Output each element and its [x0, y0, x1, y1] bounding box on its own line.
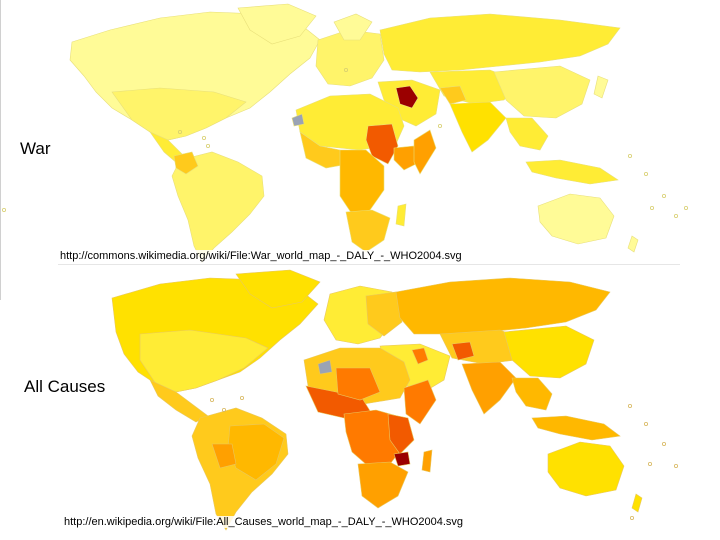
- all-iraq: [411, 347, 429, 365]
- left-edge-divider: [0, 0, 1, 300]
- all-zimbabwe: [393, 451, 411, 467]
- war-island-markers: [2, 68, 689, 218]
- war-landmasses: [69, 3, 639, 263]
- all-bolivia: [211, 443, 237, 469]
- all-western-sahara-no-data: [317, 359, 333, 375]
- war-new-zealand: [627, 235, 639, 253]
- war-usa: [111, 87, 247, 141]
- all-causes-map-panel: All Causes http://en.wikipedia.org/wiki/…: [0, 268, 720, 540]
- all-southern-africa: [357, 461, 409, 509]
- all-india: [461, 361, 517, 415]
- all-madagascar: [421, 449, 433, 473]
- war-greenland: [237, 3, 317, 45]
- all-australia: [547, 441, 625, 497]
- all-causes-map-label: All Causes: [22, 376, 108, 398]
- all-sahel: [335, 367, 381, 401]
- all-southeast-asia: [511, 377, 553, 411]
- war-map-panel: War http://commons.wikimedia.org/wiki/Fi…: [0, 0, 720, 300]
- all-afghanistan: [451, 341, 475, 361]
- war-ethiopia: [393, 145, 421, 171]
- all-indonesia: [531, 415, 621, 441]
- war-afghanistan: [439, 85, 467, 105]
- war-source-url[interactable]: http://commons.wikimedia.org/wiki/File:W…: [60, 250, 462, 262]
- war-colombia: [173, 151, 199, 175]
- war-somalia: [413, 129, 437, 175]
- all-russia: [395, 277, 611, 335]
- war-iraq: [395, 85, 419, 109]
- all-china: [503, 325, 595, 379]
- war-china: [493, 65, 591, 119]
- all-usa: [139, 329, 269, 393]
- all-causes-source-url[interactable]: http://en.wikipedia.org/wiki/File:All_Ca…: [64, 516, 464, 528]
- all-new-zealand: [631, 493, 643, 513]
- war-scandinavia: [333, 13, 373, 41]
- war-southern-africa: [345, 209, 391, 253]
- war-southeast-asia: [505, 117, 549, 151]
- war-australia: [537, 193, 615, 245]
- war-central-africa: [339, 149, 385, 215]
- all-eastern-europe: [365, 291, 403, 337]
- war-sudan: [365, 123, 399, 165]
- war-madagascar: [395, 203, 407, 227]
- war-india: [449, 101, 507, 153]
- all-east-africa: [387, 413, 415, 455]
- all-causes-landmasses: [111, 269, 643, 531]
- all-horn-of-africa: [403, 379, 437, 425]
- war-world-map: [2, 3, 689, 263]
- all-causes-world-map: [111, 269, 679, 531]
- panel-separator: [58, 264, 680, 265]
- all-island-markers: [209, 395, 679, 520]
- war-map-label: War: [18, 138, 53, 160]
- war-japan: [593, 75, 609, 99]
- war-russia: [379, 13, 621, 73]
- all-greenland: [235, 269, 321, 309]
- war-south-america: [171, 151, 265, 263]
- war-western-sahara-no-data: [291, 113, 305, 127]
- war-indonesia: [525, 159, 619, 185]
